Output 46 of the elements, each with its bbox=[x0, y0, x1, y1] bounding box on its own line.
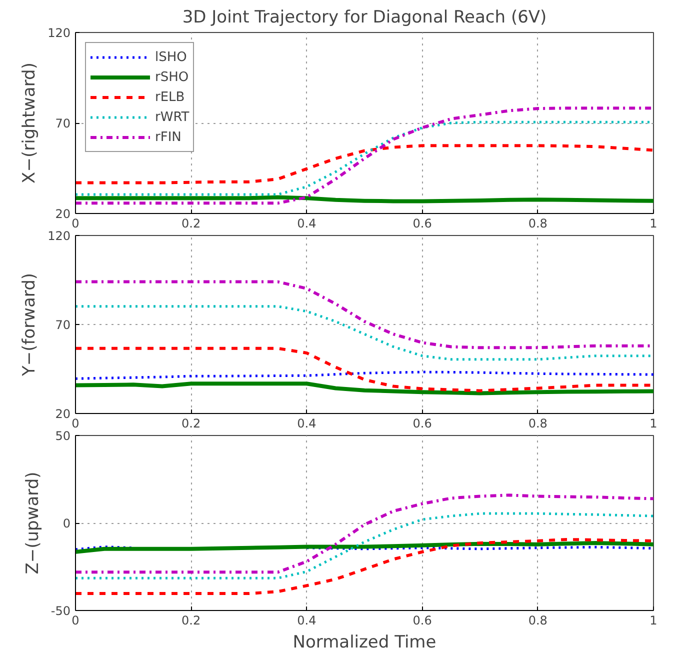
line-series bbox=[76, 382, 654, 396]
legend-label: rFIN bbox=[155, 130, 182, 144]
y-axis-title: Y−(forward) bbox=[20, 272, 40, 378]
x-tick-label: 1 bbox=[650, 416, 658, 430]
x-tick-label: 0.6 bbox=[412, 216, 432, 230]
x-tick-label: 0.4 bbox=[297, 216, 316, 230]
line-series bbox=[76, 540, 654, 554]
y-tick-label: 120 bbox=[48, 229, 70, 243]
y-tick-label: 20 bbox=[55, 207, 71, 221]
y-tick-label: -50 bbox=[50, 604, 71, 618]
x-axis-title: Normalized Time bbox=[292, 632, 436, 652]
y-tick-label: 20 bbox=[55, 407, 71, 421]
line-series bbox=[76, 538, 654, 596]
line-series bbox=[76, 106, 654, 205]
x-tick-label: 0.2 bbox=[182, 216, 201, 230]
line-series bbox=[76, 512, 654, 580]
y-axis-title: Z−(upward) bbox=[22, 472, 43, 574]
x-tick-label: 0.6 bbox=[412, 614, 432, 628]
y-tick-label: 0 bbox=[62, 516, 71, 530]
x-tick-label: 0.2 bbox=[182, 614, 201, 628]
x-tick-label: 0.2 bbox=[182, 416, 201, 430]
x-tick-label: 0.8 bbox=[528, 416, 548, 430]
x-tick-label: 0 bbox=[72, 216, 80, 230]
x-tick-label: 0.8 bbox=[528, 216, 548, 230]
legend-label: rWRT bbox=[155, 110, 190, 124]
y-tick-label: 50 bbox=[55, 429, 71, 443]
x-tick-label: 1 bbox=[650, 216, 658, 230]
line-series bbox=[76, 144, 654, 184]
y-tick-label: 120 bbox=[48, 26, 70, 40]
x-tick-label: 0 bbox=[72, 416, 80, 430]
x-tick-label: 1 bbox=[650, 614, 658, 628]
y-tick-label: 70 bbox=[55, 318, 71, 332]
x-tick-label: 0 bbox=[72, 614, 80, 628]
legend-label: rELB bbox=[155, 90, 185, 104]
line-series bbox=[76, 494, 654, 574]
line-series bbox=[76, 370, 654, 380]
x-tick-label: 0.4 bbox=[297, 614, 316, 628]
x-tick-label: 0.8 bbox=[528, 614, 548, 628]
y-axis-title: X−(rightward) bbox=[20, 62, 40, 184]
legend-label: lSHO bbox=[155, 50, 187, 64]
legend-label: rSHO bbox=[155, 70, 189, 84]
x-tick-label: 0.6 bbox=[412, 416, 432, 430]
chart-title: 3D Joint Trajectory for Diagonal Reach (6V) bbox=[182, 8, 547, 28]
y-tick-label: 70 bbox=[55, 116, 71, 130]
x-tick-label: 0.4 bbox=[297, 416, 316, 430]
line-series bbox=[76, 305, 654, 361]
